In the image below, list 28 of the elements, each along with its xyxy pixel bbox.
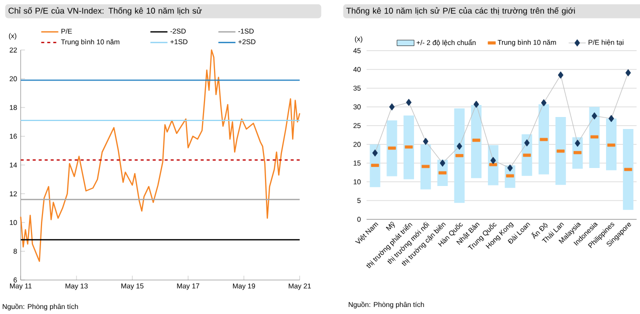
point xyxy=(422,138,428,145)
point xyxy=(490,156,496,164)
point xyxy=(406,98,412,106)
line-series xyxy=(20,49,300,262)
point xyxy=(524,139,530,146)
chart-title: Chỉ số P/E của VN-Index: Thống kê 10 năm lịch sử xyxy=(8,7,202,16)
chart-title: Thống kê 10 năm lịch sử P/E của các thị trường trên thế giới xyxy=(346,7,575,16)
point xyxy=(592,112,598,120)
point xyxy=(456,142,462,150)
point xyxy=(574,140,580,147)
point xyxy=(372,149,378,156)
point xyxy=(541,99,546,106)
bar xyxy=(606,118,617,170)
point xyxy=(389,103,395,110)
bar xyxy=(471,105,482,178)
point xyxy=(440,160,446,167)
bar xyxy=(538,104,550,174)
bar xyxy=(555,117,566,185)
bar xyxy=(454,108,465,203)
point xyxy=(608,115,614,122)
bar xyxy=(386,120,398,176)
bar xyxy=(420,144,431,190)
point xyxy=(558,72,564,79)
bar xyxy=(622,129,634,210)
point xyxy=(474,100,479,108)
point xyxy=(625,69,631,76)
bar xyxy=(404,116,414,180)
point xyxy=(507,164,513,172)
